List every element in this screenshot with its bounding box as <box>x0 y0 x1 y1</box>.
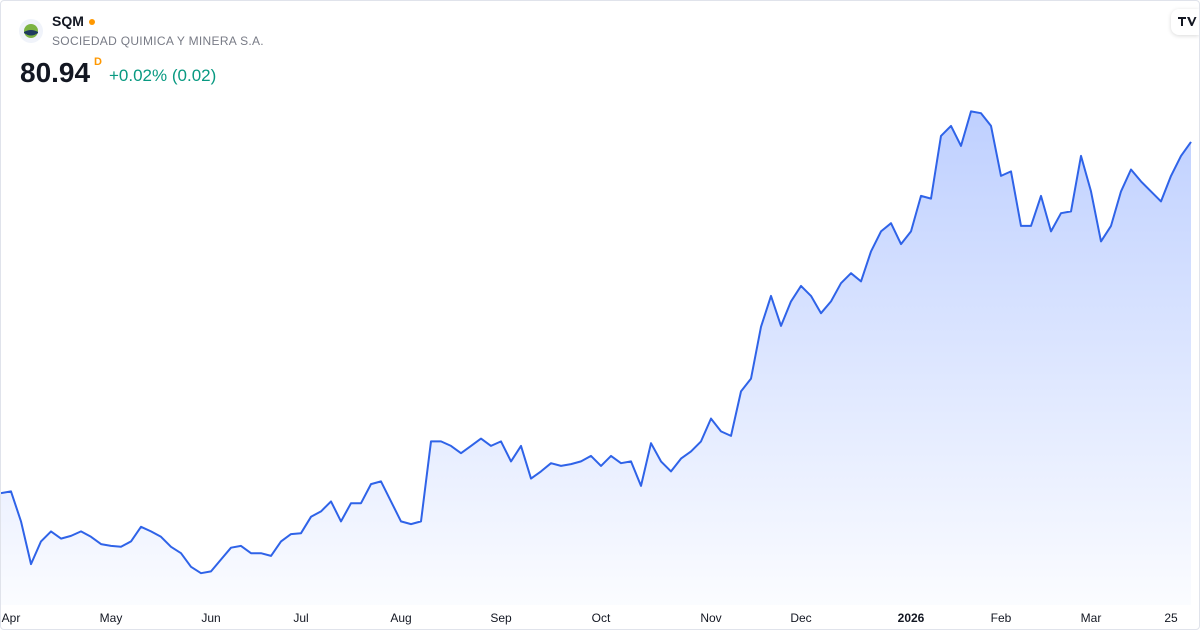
x-tick-label: Sep <box>490 611 512 625</box>
change: +0.02% (0.02) <box>109 66 217 85</box>
x-tick-label: Apr <box>2 611 21 625</box>
x-tick-label: Aug <box>390 611 411 625</box>
price-flag: D <box>94 56 102 68</box>
x-tick-label: Dec <box>790 611 811 625</box>
x-tick-label: May <box>100 611 123 625</box>
x-tick-label: Nov <box>700 611 721 625</box>
symbol[interactable]: SQM <box>52 13 84 29</box>
price-line <box>1 110 1192 575</box>
x-tick-label: 25 <box>1164 611 1178 625</box>
logo <box>19 19 43 43</box>
area-fill <box>1 111 1191 606</box>
status-dot <box>88 19 95 26</box>
logo-icon <box>24 24 38 38</box>
price: 80.94 <box>20 57 91 88</box>
x-tick-label: Jul <box>293 611 308 625</box>
x-tick-label: Oct <box>592 611 611 625</box>
tv-icon <box>1178 17 1197 26</box>
x-tick-label: Mar <box>1081 611 1102 625</box>
x-tick-label: Jun <box>201 611 220 625</box>
tradingview-logo[interactable] <box>1171 9 1199 35</box>
x-tick-label: 2026 <box>898 611 925 625</box>
symbol-row: SQM <box>52 13 95 29</box>
x-tick-label: Feb <box>991 611 1012 625</box>
company-name: SOCIEDAD QUIMICA Y MINERA S.A. <box>52 34 264 48</box>
